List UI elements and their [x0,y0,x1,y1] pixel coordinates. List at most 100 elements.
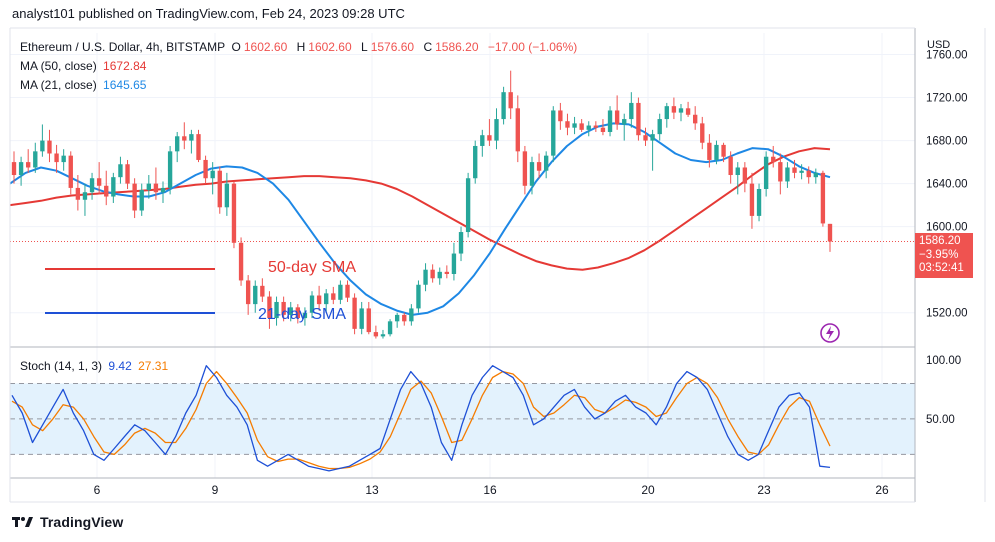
candle-body [331,293,336,300]
price-axis-unit: USD [927,39,950,51]
candle-body [437,271,442,279]
candle-body [693,114,698,124]
candle-body [494,119,499,141]
candle-body [643,135,648,141]
moving-averages [9,122,915,316]
legend-change: −17.00 (−1.06%) [487,40,578,54]
legend-stoch-d: 27.31 [138,359,169,373]
candle-body [61,155,66,163]
candle-body [139,190,144,211]
candle-body [111,177,116,197]
publish-caption: analyst101 published on TradingView.com,… [12,6,405,21]
legend-ma50-label: MA (50, close) [20,59,97,73]
time-tick-label: 9 [212,483,219,497]
candle-body [785,167,790,182]
axes: USD1760.001720.001680.001640.001600.0015… [9,27,986,503]
candle-body [409,308,414,322]
candle-body [678,108,684,113]
candle-body [54,153,59,163]
candle-body [68,155,73,188]
stoch-tick-label: 100.00 [926,355,961,367]
legend-symbol: Ethereum / U.S. Dollar, 4h, BITSTAMP [20,40,226,54]
candle-body [629,102,634,120]
candle-body [529,162,535,186]
legend-stoch-label: Stoch (14, 1, 3) [20,359,103,373]
candle-body [387,321,393,335]
lightning-icon[interactable] [820,323,840,343]
candle-body [593,125,599,128]
candle-body [11,162,17,176]
candle-body [742,167,748,184]
candle-body [352,297,357,329]
annotation-ma50-text: 50-day SMA [268,259,357,276]
candle-body [458,232,464,254]
stoch-lines [11,365,831,472]
candle-body [18,162,24,176]
candle-body [806,170,811,178]
legend-ma21-value: 1645.65 [103,78,147,92]
tradingview-logo[interactable]: TradingView [12,514,123,530]
legend-ma21: MA (21, close) 1645.65 [20,78,149,92]
candle-body [203,159,208,179]
candle-body [749,183,755,216]
candle-body [451,253,457,274]
candle-body [160,187,166,193]
stoch-tick-label: 50.00 [926,414,955,426]
candle-body [827,223,833,242]
candle-body [104,185,109,197]
candle-body [153,183,159,193]
candle-body [175,136,180,152]
time-tick-label: 16 [483,483,497,497]
candle-body [302,312,308,319]
candle-body [288,307,293,315]
bar-countdown: 03:52:41 [919,262,964,274]
legend-high: H 1602.60 [296,40,352,54]
time-tick-label: 6 [94,483,101,497]
candle-body [558,110,563,122]
candle-body [792,167,797,173]
legend-stoch: Stoch (14, 1, 3) 9.42 27.31 [20,359,171,373]
candle-body [501,92,506,120]
candle-body [224,183,230,208]
candle-body [551,110,556,156]
candle-body [345,284,350,298]
legend-close: C 1586.20 [423,40,479,54]
candle-body [664,106,669,120]
candle-body [515,108,520,152]
legend-main: Ethereum / U.S. Dollar, 4h, BITSTAMP O 16… [20,40,580,54]
price-tick-label: 1720.00 [926,93,968,105]
candle-body [636,102,641,136]
candle-body [508,92,513,109]
candle-body [721,144,726,157]
price-tick-label: 1640.00 [926,179,968,191]
candle-body [778,162,783,182]
candle-body [196,134,201,160]
candle-body [480,135,485,146]
ma50-line [9,147,831,271]
candle-body [473,145,478,179]
candle-body [324,293,329,305]
candle-body [47,140,52,154]
candle-body [465,178,471,233]
candle-body [338,284,343,300]
candle-body [373,332,379,337]
price-tick-label: 1760.00 [926,50,968,62]
price-tick-label: 1680.00 [926,136,968,148]
candle-body [536,162,542,171]
stoch-d-line [11,370,831,470]
candle-body [813,172,818,178]
stoch-k-line [11,365,831,472]
legend-ma21-label: MA (21, close) [20,78,97,92]
candle-body [402,314,407,322]
candle-body [125,164,130,184]
tradingview-logo-icon [12,517,33,527]
candle-body [543,155,549,171]
tradingview-logo-text: TradingView [40,514,124,530]
candle-body [316,295,322,305]
candle-body [89,178,95,193]
last-price: 1586.20 [919,235,961,247]
candle-body [245,280,251,305]
candle-body [671,106,677,113]
stoch-band [10,382,915,455]
